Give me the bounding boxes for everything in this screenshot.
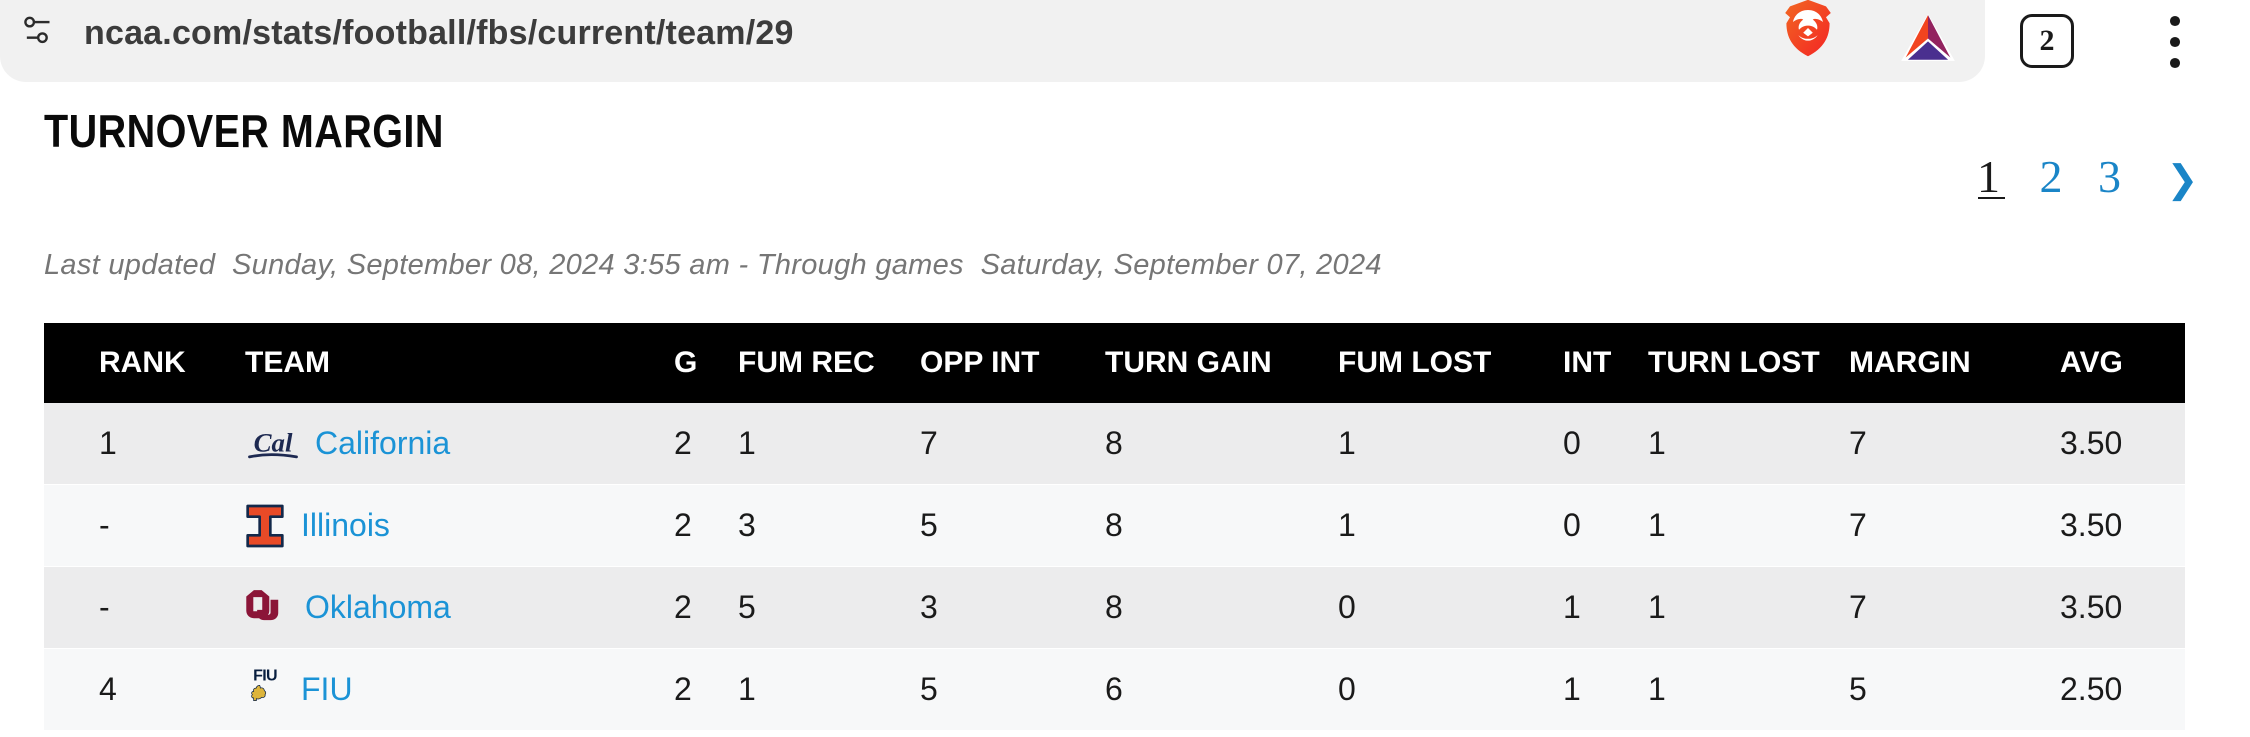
svg-text:FIU: FIU [253,667,277,684]
svg-text:Cal: Cal [254,427,293,457]
